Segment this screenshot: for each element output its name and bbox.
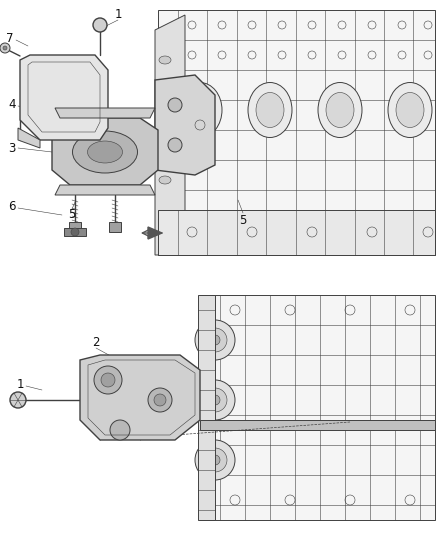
Ellipse shape — [159, 56, 171, 64]
Ellipse shape — [159, 176, 171, 184]
Text: 1: 1 — [16, 377, 24, 391]
Circle shape — [210, 395, 220, 405]
Text: 6: 6 — [8, 200, 16, 214]
Text: 2: 2 — [92, 335, 100, 349]
Circle shape — [3, 46, 7, 50]
Ellipse shape — [73, 131, 138, 173]
Text: 5: 5 — [239, 214, 247, 227]
Circle shape — [168, 98, 182, 112]
Polygon shape — [148, 227, 162, 239]
Circle shape — [203, 448, 227, 472]
Polygon shape — [200, 295, 435, 520]
Ellipse shape — [318, 83, 362, 138]
Polygon shape — [109, 222, 121, 232]
Circle shape — [10, 392, 26, 408]
Circle shape — [0, 43, 10, 53]
Circle shape — [148, 388, 172, 412]
Circle shape — [195, 380, 235, 420]
Polygon shape — [158, 10, 435, 255]
Text: 1: 1 — [114, 7, 122, 20]
Ellipse shape — [159, 96, 171, 104]
Polygon shape — [18, 128, 40, 148]
Ellipse shape — [326, 93, 354, 127]
Polygon shape — [155, 15, 185, 255]
Polygon shape — [0, 267, 438, 290]
Circle shape — [203, 328, 227, 352]
Circle shape — [210, 335, 220, 345]
Circle shape — [94, 366, 122, 394]
Text: 4: 4 — [8, 99, 16, 111]
Polygon shape — [155, 75, 215, 175]
Text: 7: 7 — [6, 31, 14, 44]
Circle shape — [195, 440, 235, 480]
Polygon shape — [55, 108, 155, 118]
Polygon shape — [80, 355, 200, 440]
Polygon shape — [20, 55, 108, 140]
Polygon shape — [69, 222, 81, 232]
Circle shape — [101, 373, 115, 387]
Ellipse shape — [256, 93, 284, 127]
Polygon shape — [64, 228, 86, 236]
Ellipse shape — [388, 83, 432, 138]
Circle shape — [195, 320, 235, 360]
Circle shape — [154, 394, 166, 406]
Ellipse shape — [159, 216, 171, 224]
Polygon shape — [198, 295, 215, 520]
Circle shape — [110, 420, 130, 440]
Ellipse shape — [178, 83, 222, 138]
Circle shape — [71, 228, 79, 236]
Text: 5: 5 — [68, 208, 76, 222]
Polygon shape — [52, 118, 158, 185]
Polygon shape — [158, 210, 435, 255]
Ellipse shape — [159, 136, 171, 144]
Ellipse shape — [248, 83, 292, 138]
Polygon shape — [55, 185, 155, 195]
Circle shape — [203, 388, 227, 412]
Ellipse shape — [396, 93, 424, 127]
Circle shape — [210, 455, 220, 465]
Text: 3: 3 — [8, 141, 16, 155]
Circle shape — [93, 18, 107, 32]
Circle shape — [168, 138, 182, 152]
Ellipse shape — [186, 93, 214, 127]
Ellipse shape — [88, 141, 123, 163]
Polygon shape — [200, 420, 435, 430]
